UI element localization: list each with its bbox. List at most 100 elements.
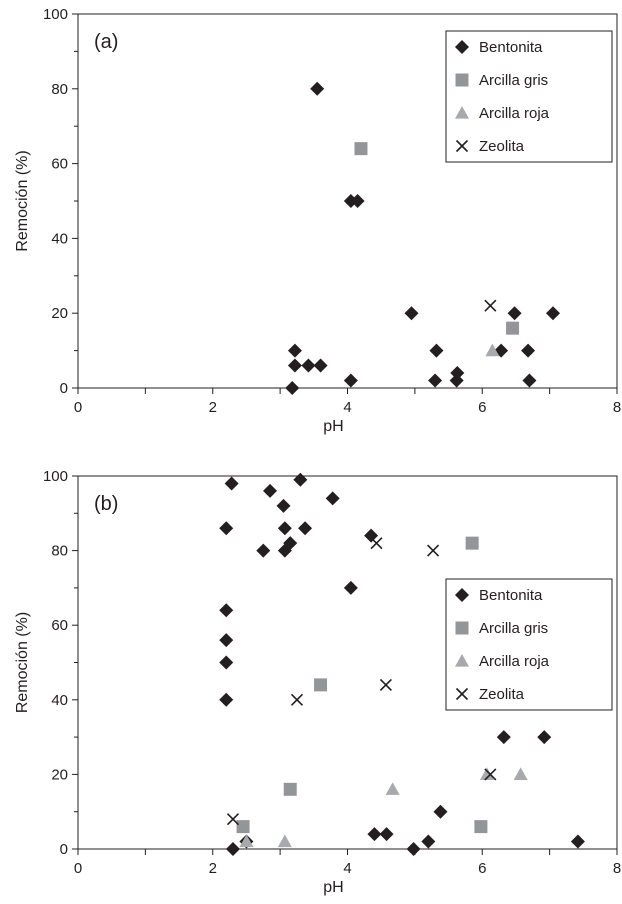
point-bentonita [343, 373, 358, 388]
point-arcilla-gris [236, 820, 250, 834]
legend-label: Arcilla roja [479, 105, 550, 122]
legend: Bentonita Arcilla gris Arcilla roja Zeolita [445, 578, 613, 711]
legend-label: Arcilla gris [479, 620, 548, 637]
y-tick-label: 40 [51, 692, 68, 709]
legend-marker-arcilla-roja [455, 654, 469, 667]
point-bentonita [537, 730, 552, 745]
point-bentonita [450, 366, 465, 381]
y-tick-label: 80 [51, 81, 68, 98]
point-zeolita [427, 544, 440, 557]
legend-marker-bentonita [455, 588, 469, 602]
point-bentonita [522, 373, 537, 388]
y-tick-label: 40 [51, 230, 68, 247]
x-tick-label: 6 [478, 860, 486, 877]
point-zeolita [484, 768, 497, 781]
legend-label: Arcilla gris [479, 72, 548, 89]
point-bentonita [367, 827, 382, 842]
point-bentonita [428, 373, 443, 388]
point-bentonita [219, 521, 234, 536]
point-zeolita [370, 537, 383, 550]
x-tick-label: 0 [74, 399, 82, 416]
point-arcilla-gris [354, 142, 368, 156]
point-bentonita [379, 827, 394, 842]
legend-label: Zeolita [479, 686, 525, 703]
point-bentonita [350, 194, 365, 208]
legend-label: Bentonita [479, 587, 543, 604]
point-arcilla-roja [385, 782, 400, 795]
zeolita-stroke [290, 693, 304, 706]
x-tick-label: 6 [478, 399, 486, 416]
x-tick-label: 4 [343, 860, 351, 877]
point-arcilla-gris [474, 820, 488, 834]
point-bentonita [507, 306, 522, 321]
point-arcilla-gris [283, 782, 297, 796]
point-bentonita [219, 603, 234, 618]
legend-marker-bentonita [455, 40, 469, 54]
zeolita-stroke [484, 768, 497, 781]
y-tick-label: 20 [51, 305, 68, 322]
point-bentonita [219, 633, 234, 648]
legend-box [445, 578, 613, 711]
x-tick-label: 8 [613, 399, 621, 416]
point-bentonita [293, 472, 308, 487]
point-bentonita [219, 692, 234, 707]
legend: Bentonita Arcilla gris Arcilla roja Zeolita [445, 30, 613, 163]
y-tick-label: 60 [51, 156, 68, 173]
zeolita-stroke [226, 813, 240, 826]
legend-marker-arcilla-roja [455, 106, 469, 119]
point-arcilla-gris [465, 536, 479, 550]
zeolita-stroke [379, 678, 392, 691]
point-bentonita [285, 381, 300, 395]
point-bentonita [406, 842, 421, 856]
point-bentonita [570, 834, 585, 849]
y-tick-label: 100 [43, 468, 68, 485]
legend-label: Zeolita [479, 138, 525, 155]
point-arcilla-gris [506, 321, 520, 335]
point-bentonita [421, 834, 436, 849]
legend-marker-arcilla-gris [455, 621, 469, 635]
point-bentonita [287, 358, 302, 373]
x-tick-label: 2 [209, 860, 217, 877]
point-zeolita [484, 299, 497, 312]
x-tick-label: 8 [613, 860, 621, 877]
point-bentonita [225, 842, 240, 856]
point-bentonita [283, 536, 298, 551]
panel-label: (b) [94, 493, 118, 515]
point-bentonita [276, 498, 291, 513]
x-tick-label: 4 [343, 399, 351, 416]
legend-marker-arcilla-gris [455, 73, 469, 87]
point-arcilla-roja [485, 343, 500, 357]
legend-marker-zeolita [455, 687, 469, 701]
panel-label: (a) [94, 31, 118, 53]
point-bentonita [219, 655, 234, 670]
zeolita-stroke [455, 139, 469, 153]
point-bentonita [404, 306, 419, 321]
point-bentonita [256, 543, 271, 558]
point-bentonita [521, 343, 536, 358]
point-bentonita [545, 306, 560, 321]
legend-label: Bentonita [479, 39, 543, 56]
point-arcilla-roja [479, 767, 494, 780]
point-bentonita [364, 528, 379, 543]
zeolita-stroke [484, 299, 497, 312]
y-axis-label: Remoción (%) [14, 150, 31, 251]
point-bentonita [496, 730, 511, 745]
y-tick-label: 60 [51, 617, 68, 634]
legend-marker-zeolita [455, 139, 469, 153]
point-bentonita [287, 343, 302, 358]
point-bentonita [325, 491, 340, 506]
point-bentonita [429, 343, 444, 358]
point-bentonita [301, 358, 316, 373]
zeolita-stroke [455, 687, 469, 701]
point-bentonita [313, 358, 328, 373]
point-zeolita [379, 678, 392, 691]
y-tick-label: 0 [60, 841, 68, 858]
point-bentonita [224, 476, 239, 491]
point-bentonita [298, 521, 313, 536]
y-tick-label: 80 [51, 543, 68, 560]
y-tick-label: 100 [43, 6, 68, 23]
point-bentonita [433, 804, 448, 819]
